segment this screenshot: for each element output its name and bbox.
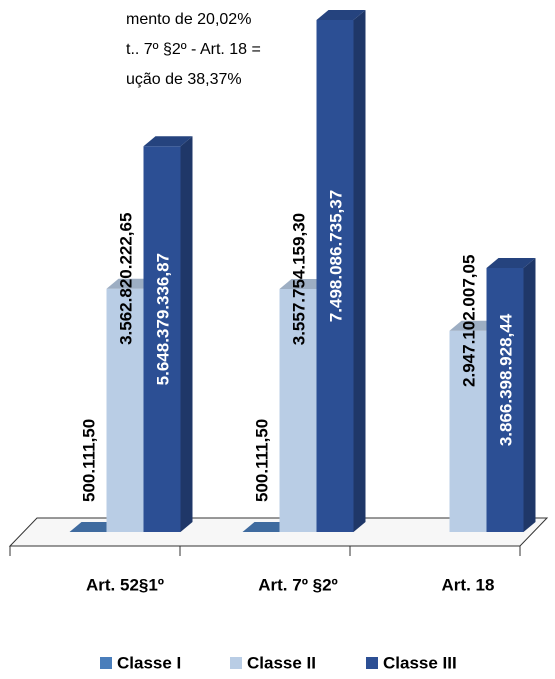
bar-face — [449, 330, 487, 532]
value-label: 3.562.820.222,65 — [116, 213, 135, 345]
legend-swatch — [230, 657, 242, 669]
x-tick-label: Art. 18 — [442, 575, 495, 594]
bar-face — [242, 521, 292, 532]
bar-face — [523, 257, 536, 532]
bar — [143, 136, 193, 532]
bar-face — [106, 278, 156, 289]
annotation: mento de 20,02% — [126, 11, 251, 28]
value-label: 500.111,50 — [79, 419, 98, 502]
bar-face — [143, 146, 181, 532]
bar — [316, 10, 366, 532]
value-label: 3.866.398.928,44 — [496, 313, 515, 446]
bar-face — [353, 10, 366, 532]
legend-swatch — [100, 657, 112, 669]
value-label: 5.648.379.336,87 — [153, 253, 172, 385]
bar-face — [449, 320, 499, 331]
bar-face — [316, 20, 354, 532]
x-tick-label: Art. 52§1º — [86, 575, 164, 594]
bar — [486, 257, 536, 532]
value-label: 2.947.102.007,05 — [459, 255, 478, 387]
value-label: 3.557.754.159,30 — [289, 213, 308, 345]
bar-face — [486, 257, 536, 268]
bar-face — [106, 288, 144, 532]
bar-face — [279, 289, 317, 532]
legend-label: Classe II — [247, 653, 316, 672]
value-label: 500.111,50 — [252, 419, 271, 502]
bar-face — [486, 267, 524, 532]
legend-swatch — [366, 657, 378, 669]
bar-face — [143, 136, 193, 147]
annotation: ução de 38,37% — [126, 71, 242, 88]
x-tick-label: Art. 7º §2º — [258, 575, 338, 594]
annotation: t.. 7º §2º - Art. 18 = — [126, 41, 261, 58]
legend-label: Classe III — [383, 653, 457, 672]
legend-label: Classe I — [117, 653, 181, 672]
bar-face — [180, 136, 193, 532]
bar-face — [316, 10, 366, 20]
bar-face — [279, 279, 329, 290]
bar-face — [69, 521, 119, 532]
value-label: 7.498.086.735,37 — [326, 190, 345, 322]
